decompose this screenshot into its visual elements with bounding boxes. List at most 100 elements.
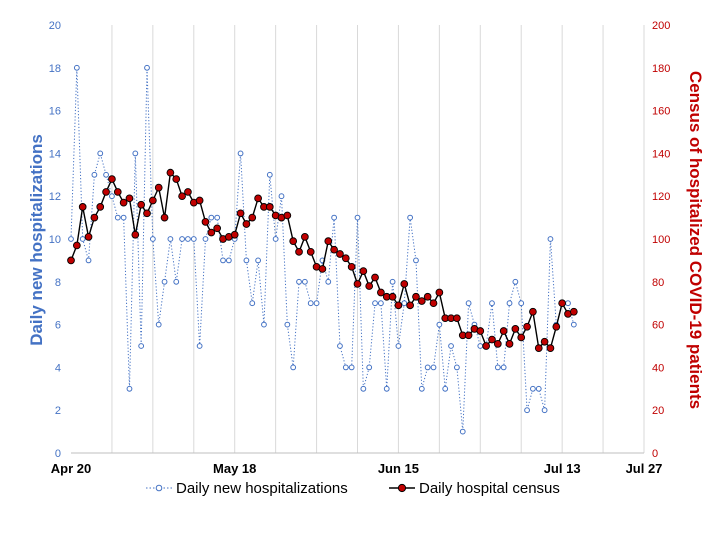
data-point: [331, 214, 338, 221]
data-point: [371, 273, 379, 282]
legend-label: Daily hospital census: [419, 480, 560, 497]
data-point: [266, 171, 273, 178]
right-tick-label: 60: [652, 320, 664, 332]
data-point: [377, 300, 384, 307]
data-point: [265, 203, 274, 211]
data-point: [225, 257, 232, 264]
left-tick-label: 8: [55, 277, 61, 289]
data-point: [430, 364, 437, 371]
left-tick-label: 4: [55, 362, 61, 374]
data-point: [512, 278, 519, 285]
data-point: [435, 288, 444, 297]
data-point: [213, 224, 222, 233]
left-tick-label: 2: [55, 405, 61, 417]
data-point: [324, 237, 333, 245]
data-point: [342, 364, 349, 371]
data-point: [261, 321, 267, 328]
data-point: [465, 300, 472, 307]
data-point: [488, 335, 496, 344]
data-point: [143, 209, 151, 218]
x-tick-label: Jul 27: [626, 461, 663, 476]
data-point: [401, 300, 408, 307]
data-point: [424, 364, 431, 371]
right-tick-label: 0: [652, 448, 658, 460]
data-point: [489, 300, 495, 307]
x-tick-label: Jul 13: [544, 461, 581, 476]
data-point: [131, 230, 140, 239]
data-point: [278, 193, 285, 200]
data-point: [290, 364, 297, 371]
data-point: [255, 257, 262, 264]
data-point: [109, 193, 115, 200]
data-point: [161, 278, 168, 285]
data-point: [517, 333, 526, 342]
data-point: [284, 321, 291, 328]
left-tick-label: 16: [49, 106, 61, 118]
data-point: [569, 307, 578, 316]
series-daily-hospital-census: [67, 168, 578, 352]
data-point: [301, 233, 309, 241]
data-point: [119, 198, 128, 207]
data-point: [243, 257, 250, 264]
data-point: [412, 292, 420, 301]
data-point: [178, 192, 186, 201]
data-point: [78, 203, 87, 211]
data-point: [325, 278, 332, 285]
left-tick-label: 6: [55, 320, 61, 332]
data-point: [167, 236, 174, 242]
data-point: [341, 254, 350, 263]
data-point: [540, 337, 549, 346]
data-point: [306, 247, 315, 256]
data-point: [546, 344, 555, 352]
data-point: [511, 325, 520, 333]
data-point: [91, 171, 98, 178]
data-point: [388, 292, 397, 301]
data-point: [423, 292, 432, 301]
data-point: [84, 233, 93, 241]
data-point: [72, 241, 81, 250]
data-point: [185, 236, 191, 242]
data-point: [173, 278, 180, 285]
data-point: [214, 214, 221, 221]
data-point: [114, 214, 121, 221]
series-daily-new-hospitalizations: [68, 64, 577, 435]
data-point: [138, 343, 145, 349]
data-point: [493, 340, 502, 348]
right-tick-label: 100: [652, 234, 670, 246]
data-point: [179, 236, 185, 242]
data-point: [67, 256, 75, 265]
data-point: [73, 64, 80, 71]
data-point: [413, 257, 419, 264]
data-point: [365, 282, 374, 290]
data-point: [144, 64, 150, 71]
data-point: [406, 301, 414, 310]
data-point: [336, 250, 344, 258]
x-axis-ticks: Apr 20 May 18 Jun 15 Jul 13 Jul 27: [51, 461, 663, 476]
right-tick-label: 120: [652, 191, 670, 203]
data-point: [202, 236, 209, 242]
data-point: [242, 220, 251, 228]
data-point: [524, 407, 530, 414]
legend-item-hospital-census: Daily hospital census: [389, 480, 560, 497]
data-point: [442, 385, 449, 392]
data-point: [476, 327, 485, 335]
data-point: [359, 267, 368, 275]
data-point: [558, 299, 566, 308]
legend-item-new-hospitalizations: Daily new hospitalizations: [146, 480, 348, 497]
data-point: [254, 194, 262, 203]
data-point: [518, 300, 525, 307]
left-tick-label: 12: [49, 191, 61, 203]
data-point: [190, 236, 197, 242]
left-tick-label: 20: [49, 20, 61, 32]
right-tick-label: 80: [652, 277, 664, 289]
data-point: [565, 300, 571, 307]
data-point: [313, 300, 320, 307]
data-point: [237, 150, 244, 157]
x-tick-label: May 18: [213, 461, 256, 476]
data-point: [347, 262, 356, 271]
data-point: [448, 343, 454, 349]
data-point: [102, 188, 110, 196]
data-point: [301, 278, 308, 285]
left-axis-label: Daily new hospitalizations: [27, 134, 46, 346]
